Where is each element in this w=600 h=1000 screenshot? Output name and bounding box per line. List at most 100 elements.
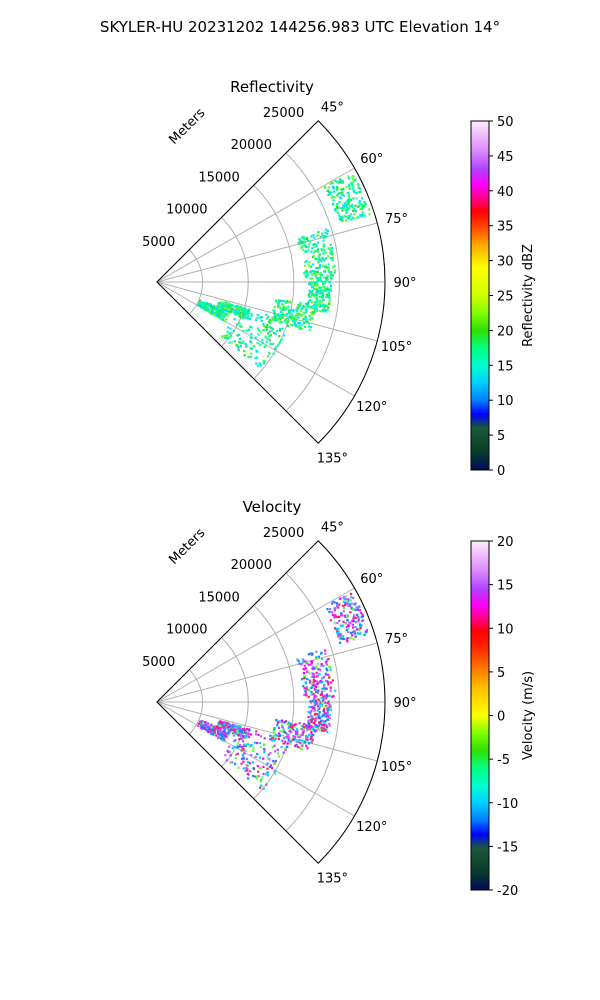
echo-pixel <box>294 314 297 317</box>
echo-pixel <box>305 688 308 691</box>
echo-pixel <box>245 736 248 739</box>
echo-pixel <box>240 762 243 765</box>
echo-pixel <box>220 738 223 741</box>
echo-pixel <box>323 258 326 261</box>
echo-pixel <box>256 342 259 345</box>
echo-pixel <box>308 325 311 328</box>
echo-pixel <box>258 329 261 332</box>
echo-pixel <box>309 281 312 285</box>
echo-pixel <box>332 600 335 603</box>
echo-pixel <box>317 258 320 261</box>
echo-pixel <box>289 310 292 313</box>
echo-pixel <box>318 700 321 703</box>
echo-pixel <box>228 725 231 728</box>
colorbar-tick-label: -10 <box>497 797 518 812</box>
echo-pixel <box>336 203 339 206</box>
echo-pixel <box>318 286 321 289</box>
echo-pixel <box>354 209 357 212</box>
echo-pixel <box>315 244 318 248</box>
echo-pixel <box>347 195 350 198</box>
echo-pixel <box>220 313 223 316</box>
echo-pixel <box>354 178 357 182</box>
colorbar <box>470 120 490 471</box>
echo-pixel <box>311 289 314 292</box>
echo-pixel <box>315 724 318 727</box>
echo-pixel <box>293 320 297 323</box>
echo-pixel <box>330 681 333 684</box>
echo-pixel <box>210 305 213 308</box>
echo-pixel <box>335 628 338 631</box>
echo-pixel <box>237 729 240 732</box>
echo-pixel <box>344 598 347 601</box>
echo-pixel <box>268 330 271 333</box>
echo-pixel <box>237 314 240 317</box>
echo-pixel <box>230 308 234 311</box>
echo-pixel <box>307 302 310 305</box>
echo-pixel <box>339 215 342 218</box>
echo-pixel <box>326 288 329 291</box>
echo-pixel <box>306 272 309 275</box>
echo-pixel <box>327 700 330 703</box>
echo-pixel <box>260 778 263 781</box>
echo-pixel <box>293 725 296 728</box>
echo-pixel <box>217 728 220 731</box>
echo-pixel <box>302 318 306 321</box>
echo-pixel <box>317 655 321 658</box>
echo-pixel <box>331 195 334 198</box>
echo-pixel <box>316 709 319 712</box>
echo-pixel <box>283 736 286 740</box>
echo-pixel <box>295 740 298 743</box>
echo-pixel <box>324 719 327 723</box>
echo-pixel <box>250 754 253 757</box>
echo-pixel <box>339 633 342 636</box>
echo-pixel <box>323 309 326 312</box>
echo-pixel <box>304 689 307 693</box>
echo-pixel <box>303 664 306 667</box>
echo-pixel <box>325 693 329 696</box>
echo-pixel <box>255 730 258 733</box>
echo-pixel <box>356 608 359 611</box>
echo-pixel <box>345 598 348 601</box>
echo-pixel <box>323 727 326 730</box>
echo-pixel <box>229 761 232 764</box>
echo-pixel <box>357 620 360 623</box>
echo-pixel <box>348 637 351 640</box>
echo-pixel <box>315 291 318 294</box>
echo-pixel <box>349 604 352 607</box>
echo-pixel <box>320 248 323 251</box>
echo-pixel <box>311 667 314 670</box>
echo-pixel <box>361 204 364 207</box>
echo-pixel <box>234 313 237 316</box>
echo-pixel <box>262 787 265 790</box>
echo-pixel <box>339 641 342 644</box>
echo-pixel <box>272 729 275 733</box>
echo-pixel <box>360 197 364 200</box>
echo-pixel <box>280 310 284 313</box>
echo-pixel <box>346 619 349 622</box>
echo-pixel <box>349 205 352 208</box>
echo-pixel <box>307 239 310 242</box>
echo-pixel <box>223 726 226 729</box>
echo-pixel <box>229 729 232 732</box>
echo-pixel <box>316 248 319 251</box>
echo-pixel <box>314 694 317 697</box>
echo-pixel <box>278 304 281 307</box>
echo-pixel <box>277 343 280 346</box>
echo-pixel <box>239 311 242 314</box>
echo-pixel <box>289 742 292 745</box>
echo-pixel <box>258 767 261 770</box>
echo-pixel <box>327 681 330 684</box>
echo-pixel <box>352 596 355 600</box>
echo-pixel <box>307 249 310 252</box>
echo-pixel <box>279 307 282 310</box>
echo-pixel <box>349 631 353 635</box>
echo-pixel <box>357 606 360 609</box>
echo-pixel <box>259 786 262 789</box>
echo-pixel <box>333 621 336 624</box>
echo-pixel <box>218 305 221 309</box>
echo-pixel <box>320 687 324 690</box>
echo-pixel <box>289 728 292 731</box>
echo-pixel <box>309 718 312 722</box>
echo-pixel <box>208 729 211 732</box>
echo-pixel <box>293 723 296 726</box>
